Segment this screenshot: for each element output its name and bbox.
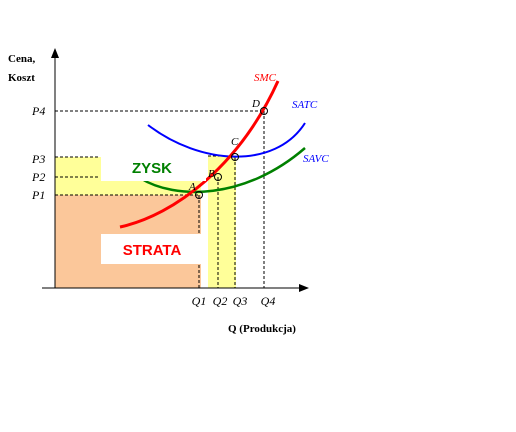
point-c-marker <box>231 153 239 161</box>
point-d-marker <box>260 107 268 115</box>
x-tick-q4: Q4 <box>261 294 276 308</box>
y-tick-p3: P3 <box>31 152 45 166</box>
y-axis-title-line1: Cena, <box>8 53 35 65</box>
y-tick-p2: P2 <box>31 170 45 184</box>
point-a-label: A <box>188 181 196 193</box>
y-tick-p4: P4 <box>31 104 45 118</box>
point-b-marker <box>214 173 222 181</box>
series-smc-label: SMC <box>254 72 277 84</box>
x-tick-q3: Q3 <box>233 294 248 308</box>
x-axis-arrow <box>299 284 309 292</box>
strata-label-box <box>101 234 206 264</box>
series-savc-label: SAVC <box>303 153 329 165</box>
profit-region-right <box>208 156 236 288</box>
series-satc-line <box>147 122 306 158</box>
series-savc-line <box>139 147 306 194</box>
y-axis-title-line2: Koszt <box>8 72 35 84</box>
y-axis-arrow <box>51 48 59 58</box>
x-axis-title: Q (Produkcja) <box>228 323 296 335</box>
series-satc-label: SATC <box>292 99 318 111</box>
profit-region-band <box>55 181 201 195</box>
point-b-label: B <box>208 168 215 180</box>
point-d-label: D <box>251 98 260 110</box>
point-a-marker <box>195 191 203 199</box>
zysk-label-box <box>126 156 206 181</box>
y-tick-p1: P1 <box>31 188 45 202</box>
zysk-label: ZYSK <box>132 160 172 177</box>
point-c-label: C <box>231 136 239 148</box>
x-tick-q1: Q1 <box>192 294 207 308</box>
x-tick-q2: Q2 <box>213 294 228 308</box>
strata-label: STRATA <box>123 242 182 259</box>
